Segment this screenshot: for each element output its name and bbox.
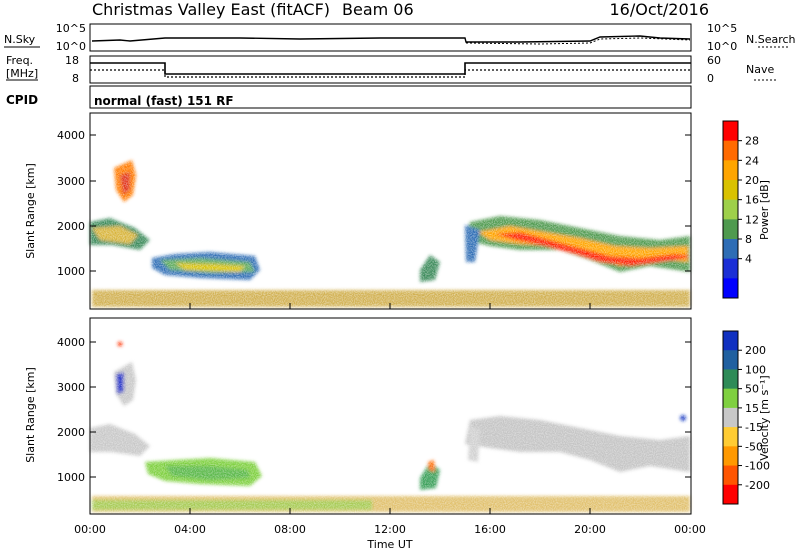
xtick-2: 08:00	[274, 523, 306, 536]
velocity-colorbar-swatch	[723, 427, 738, 447]
velocity-ytick-1000: 1000	[57, 471, 85, 484]
power-colorbar-swatch	[723, 199, 738, 220]
beam-title: Beam 06	[342, 0, 414, 19]
power-colorbar-swatch	[723, 160, 738, 181]
power-panel: Slant Range [km] 4000 3000 2000 1000	[24, 112, 692, 310]
velocity-colorbar-swatch	[723, 331, 738, 351]
velocity-colorbar-swatch	[723, 465, 738, 486]
nave-trace	[90, 69, 691, 78]
velocity-ylabel: Slant Range [km]	[24, 367, 37, 463]
power-colorbar-swatch	[723, 140, 738, 161]
power-colorbar-tick-label: 16	[745, 194, 759, 207]
x-axis-label: Time UT	[366, 538, 412, 551]
power-colorbar-label: Power [dB]	[758, 180, 771, 240]
nave-tick-low: 0	[707, 72, 714, 85]
velocity-ytick-2000: 2000	[57, 426, 85, 439]
nave-tick-high: 60	[707, 54, 721, 67]
velocity-colorbar-swatch	[723, 446, 738, 467]
power-ytick-3000: 3000	[57, 175, 85, 188]
power-colorbar-tick-label: 12	[745, 213, 759, 226]
power-colorbar-tick-label: 24	[745, 154, 759, 167]
power-ylabel: Slant Range [km]	[24, 163, 37, 259]
velocity-colorbar-swatch	[723, 407, 738, 428]
velocity-colorbar-tick-label: 15	[745, 402, 759, 415]
xtick-0: 00:00	[74, 523, 106, 536]
freq-label-1: Freq.	[6, 54, 33, 67]
nsky-label: N.Sky	[4, 33, 36, 46]
velocity-colorbar-tick-label: 100	[745, 363, 766, 376]
power-colorbar-tick-label: 8	[745, 233, 752, 246]
nsearch-tick-high: 10^5	[707, 22, 737, 35]
velocity-panel: Slant Range [km] 4000 3000 2000 1000	[24, 317, 692, 515]
freq-panel: Freq. [MHz] 18 8 60 0 Nave	[6, 54, 776, 85]
power-colorbar-tick-label: 28	[745, 135, 759, 148]
power-colorbar-swatch	[723, 239, 738, 260]
freq-label-2: [MHz]	[6, 67, 38, 80]
nsky-panel: N.Sky 10^5 10^0 10^5 10^0 N.Search	[4, 22, 796, 53]
velocity-colorbar: 200 100 50 15 -15 -50 -100 -200 Velocity [m s⁻¹…	[722, 330, 771, 505]
freq-tick-high: 18	[65, 54, 79, 67]
date-title: 16/Oct/2016	[609, 0, 709, 19]
power-colorbar-swatch	[723, 278, 738, 299]
power-colorbar-swatch	[723, 180, 738, 201]
velocity-colorbar-swatch	[723, 369, 738, 390]
nsky-tick-high: 10^5	[56, 22, 86, 35]
velocity-yticks: 4000 3000 2000 1000	[57, 336, 691, 484]
cpid-program: normal (fast) 151 RF	[94, 94, 234, 108]
power-colorbar-tick-label: 20	[745, 174, 759, 187]
power-colorbar: 28 24 20 16 12 8 4 Power [dB]	[722, 120, 771, 299]
xtick-5: 20:00	[574, 523, 606, 536]
nsky-tick-low: 10^0	[56, 40, 86, 53]
nave-label: Nave	[746, 63, 774, 76]
power-colorbar-swatch	[723, 121, 738, 142]
station-title: Christmas Valley East (fitACF)	[92, 0, 330, 19]
power-xticks	[189, 303, 591, 309]
velocity-ytick-3000: 3000	[57, 381, 85, 394]
xtick-1: 04:00	[174, 523, 206, 536]
nsearch-trace	[465, 37, 691, 45]
nsearch-tick-low: 10^0	[707, 40, 737, 53]
velocity-colorbar-swatch	[723, 350, 738, 370]
power-yticks: 4000 3000 2000 1000	[57, 129, 691, 278]
velocity-ytick-4000: 4000	[57, 336, 85, 349]
nsearch-label: N.Search	[746, 33, 796, 46]
power-ytick-1000: 1000	[57, 265, 85, 278]
velocity-colorbar-label: Velocity [m s⁻¹]	[758, 375, 771, 460]
freq-tick-low: 8	[72, 72, 79, 85]
nsky-trace	[91, 35, 691, 43]
power-colorbar-swatch	[723, 258, 738, 279]
velocity-colorbar-tick-label: -100	[745, 460, 770, 473]
velocity-colorbar-swatch	[723, 388, 738, 409]
xtick-4: 16:00	[474, 523, 506, 536]
xtick-3: 12:00	[374, 523, 406, 536]
power-colorbar-tick-label: 4	[745, 253, 752, 266]
power-ytick-4000: 4000	[57, 129, 85, 142]
velocity-colorbar-swatch	[723, 484, 738, 505]
cpid-label: CPID	[6, 93, 38, 107]
velocity-colorbar-tick-label: -15	[745, 421, 763, 434]
power-colorbar-swatch	[723, 219, 738, 240]
velocity-colorbar-tick-label: -50	[745, 440, 763, 453]
power-ytick-2000: 2000	[57, 220, 85, 233]
x-axis: 00:00 04:00 08:00 12:00 16:00 20:00 00:0…	[74, 523, 706, 551]
velocity-xticks	[189, 508, 591, 514]
xtick-6: 00:00	[674, 523, 706, 536]
velocity-colorbar-tick-label: -200	[745, 479, 770, 492]
freq-trace	[90, 62, 691, 75]
velocity-colorbar-tick-label: 50	[745, 383, 759, 396]
velocity-colorbar-tick-label: 200	[745, 344, 766, 357]
